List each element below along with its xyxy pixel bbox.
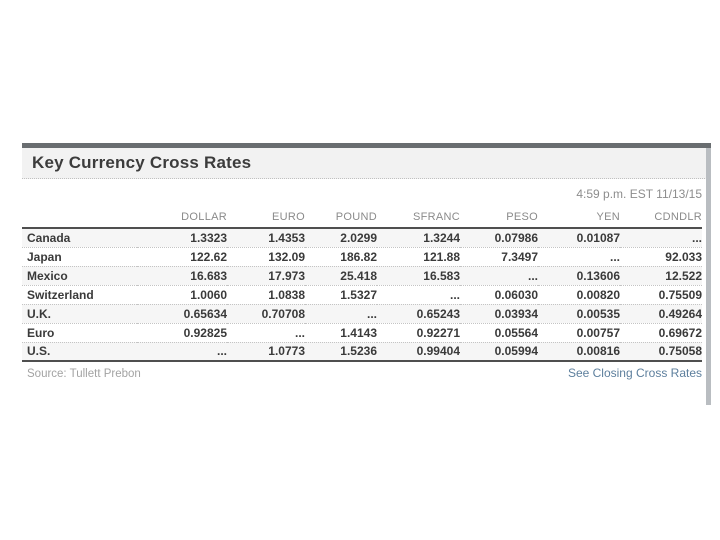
table-row: U.S.... 1.0773 1.5236 0.99404 0.05994 0.00816… xyxy=(22,342,702,362)
row-label: Japan xyxy=(22,247,137,267)
rate-cell: 0.70708 xyxy=(227,304,305,324)
row-label: U.K. xyxy=(22,304,137,324)
currency-rates-widget: Key Currency Cross Rates 4:59 p.m. EST 1… xyxy=(22,143,711,405)
page-title: Key Currency Cross Rates xyxy=(32,153,252,172)
see-closing-cross-rates-link[interactable]: See Closing Cross Rates xyxy=(567,366,702,380)
rate-cell: 186.82 xyxy=(305,247,377,267)
widget-top-bar xyxy=(22,143,711,148)
rate-cell: 0.00535 xyxy=(538,304,620,324)
col-header-yen: YEN xyxy=(538,211,620,229)
table-row: Switzerland 1.0060 1.0838 1.5327... 0.06030 0… xyxy=(22,285,702,305)
table-row: U.K. 0.65634 0.70708... 0.65243 0.03934 0.005… xyxy=(22,304,702,324)
rate-cell: 0.07986 xyxy=(460,228,538,248)
rate-cell: 0.75058 xyxy=(620,342,702,362)
rate-cell: 17.973 xyxy=(227,266,305,286)
row-label-header xyxy=(22,211,137,229)
table-footer: Source: Tullett Prebon See Closing Cross… xyxy=(22,362,711,380)
cross-rates-table: DOLLAR EURO POUND SFRANC PESO YEN CDNDLR Canad… xyxy=(22,211,702,362)
rate-cell: 1.4143 xyxy=(305,323,377,343)
table-header-row: DOLLAR EURO POUND SFRANC PESO YEN CDNDLR xyxy=(22,211,702,229)
source-attribution: Source: Tullett Prebon xyxy=(27,368,141,380)
rate-cell: 7.3497 xyxy=(460,247,538,267)
scrollbar[interactable] xyxy=(706,148,711,405)
rate-cell: 1.5327 xyxy=(305,285,377,305)
rate-cell: 0.03934 xyxy=(460,304,538,324)
table-row: Japan 122.62 132.09 186.82 121.88 7.3497... 92… xyxy=(22,247,702,267)
rate-cell: 25.418 xyxy=(305,266,377,286)
rate-cell: ... xyxy=(227,323,305,343)
rate-cell: 0.01087 xyxy=(538,228,620,248)
rate-cell: 0.65243 xyxy=(377,304,460,324)
col-header-pound: POUND xyxy=(305,211,377,229)
table-row: Canada 1.3323 1.4353 2.0299 1.3244 0.07986 0.0… xyxy=(22,228,702,248)
row-label: U.S. xyxy=(22,342,137,362)
rate-cell: 0.65634 xyxy=(137,304,227,324)
rate-cell: 16.683 xyxy=(137,266,227,286)
rate-cell: 0.92825 xyxy=(137,323,227,343)
col-header-peso: PESO xyxy=(460,211,538,229)
rate-cell: 16.583 xyxy=(377,266,460,286)
rate-cell: 0.06030 xyxy=(460,285,538,305)
rate-cell: 0.49264 xyxy=(620,304,702,324)
col-header-euro: EURO xyxy=(227,211,305,229)
rate-cell: ... xyxy=(538,247,620,267)
row-label: Euro xyxy=(22,323,137,343)
rate-cell: ... xyxy=(137,342,227,362)
rate-cell: 1.4353 xyxy=(227,228,305,248)
widget-title-band: Key Currency Cross Rates xyxy=(22,148,711,179)
rate-cell: ... xyxy=(460,266,538,286)
rate-cell: 132.09 xyxy=(227,247,305,267)
row-label: Canada xyxy=(22,228,137,248)
rate-cell: 92.033 xyxy=(620,247,702,267)
rate-cell: 0.75509 xyxy=(620,285,702,305)
rate-cell: 0.00816 xyxy=(538,342,620,362)
quote-timestamp: 4:59 p.m. EST 11/13/15 xyxy=(576,187,702,201)
timestamp-row: 4:59 p.m. EST 11/13/15 xyxy=(22,179,711,205)
rate-cell: 0.92271 xyxy=(377,323,460,343)
rate-cell: ... xyxy=(305,304,377,324)
rate-cell: 0.69672 xyxy=(620,323,702,343)
table-row: Euro 0.92825... 1.4143 0.92271 0.05564 0.0075… xyxy=(22,323,702,343)
rate-cell: 122.62 xyxy=(137,247,227,267)
rate-cell: 1.3244 xyxy=(377,228,460,248)
col-header-sfranc: SFRANC xyxy=(377,211,460,229)
rate-cell: 1.5236 xyxy=(305,342,377,362)
rate-cell: 12.522 xyxy=(620,266,702,286)
row-label: Mexico xyxy=(22,266,137,286)
rate-cell: 0.05564 xyxy=(460,323,538,343)
col-header-dollar: DOLLAR xyxy=(137,211,227,229)
rate-cell: ... xyxy=(620,228,702,248)
row-label: Switzerland xyxy=(22,285,137,305)
rate-cell: 0.13606 xyxy=(538,266,620,286)
rate-cell: 1.0773 xyxy=(227,342,305,362)
rate-cell: 2.0299 xyxy=(305,228,377,248)
rate-cell: 0.99404 xyxy=(377,342,460,362)
table-row: Mexico 16.683 17.973 25.418 16.583... 0.13606… xyxy=(22,266,702,286)
rate-cell: ... xyxy=(377,285,460,305)
rate-cell: 1.3323 xyxy=(137,228,227,248)
col-header-cdndlr: CDNDLR xyxy=(620,211,702,229)
rate-cell: 0.00757 xyxy=(538,323,620,343)
rate-cell: 1.0060 xyxy=(137,285,227,305)
rate-cell: 1.0838 xyxy=(227,285,305,305)
rate-cell: 121.88 xyxy=(377,247,460,267)
rate-cell: 0.05994 xyxy=(460,342,538,362)
rate-cell: 0.00820 xyxy=(538,285,620,305)
